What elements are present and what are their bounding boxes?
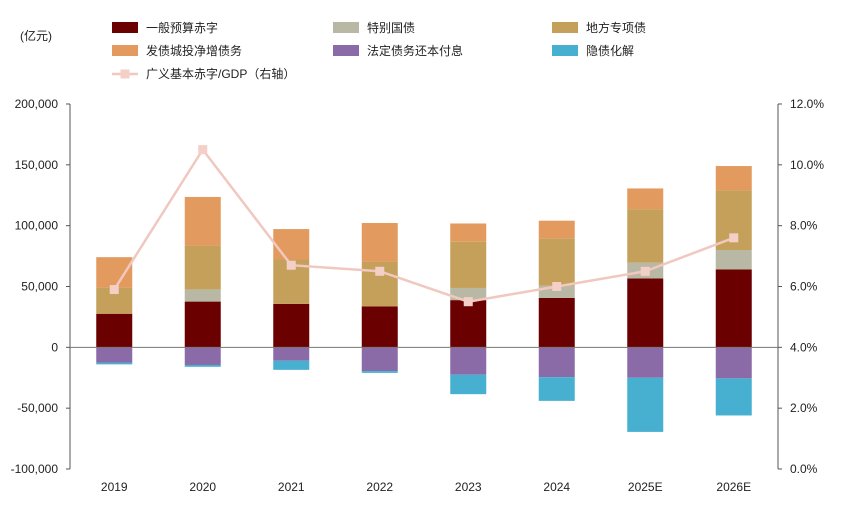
legend-swatch-3 bbox=[112, 45, 138, 56]
legend-label-1: 特别国债 bbox=[367, 20, 415, 35]
bar-2-5 bbox=[538, 238, 575, 286]
line-marker-7 bbox=[729, 233, 739, 243]
y-left-tick-label-4: 100,000 bbox=[15, 219, 59, 233]
legend-swatch-1 bbox=[333, 22, 359, 33]
unit-label: (亿元) bbox=[20, 28, 52, 43]
bar-0-4 bbox=[450, 300, 487, 348]
y-right-tick-label-0: 0.0% bbox=[790, 462, 818, 476]
bar-5-0 bbox=[96, 362, 133, 365]
y-right-tick-label-6: 12.0% bbox=[790, 97, 824, 111]
y-left-tick-label-6: 200,000 bbox=[15, 97, 59, 111]
x-tick-label-1: 2020 bbox=[189, 480, 216, 494]
y-right-tick-label-1: 2.0% bbox=[790, 401, 818, 415]
legend-swatch-4 bbox=[333, 45, 359, 56]
y-left-tick-label-1: -50,000 bbox=[17, 401, 58, 415]
bar-3-4 bbox=[450, 223, 487, 242]
legend-label-3: 发债城投净增债务 bbox=[146, 43, 242, 58]
legend-swatch-5 bbox=[552, 45, 578, 56]
bar-3-1 bbox=[184, 196, 221, 246]
bar-3-2 bbox=[273, 229, 310, 260]
legend-swatch-0 bbox=[112, 22, 138, 33]
bar-4-1 bbox=[184, 347, 221, 365]
bar-3-6 bbox=[627, 188, 664, 210]
bar-4-0 bbox=[96, 347, 133, 363]
bar-2-4 bbox=[450, 241, 487, 288]
bar-5-3 bbox=[361, 371, 398, 373]
bar-1-7 bbox=[715, 250, 752, 270]
axes: -100,000 -50,000 0 50,000 100,000 150,000 200,… bbox=[11, 97, 825, 494]
bar-1-4 bbox=[450, 287, 487, 301]
legend-swatch-2 bbox=[552, 22, 578, 33]
x-tick-label-4: 2023 bbox=[455, 480, 482, 494]
legend-label-2: 地方专项债 bbox=[586, 20, 646, 35]
x-tick-label-5: 2024 bbox=[543, 480, 570, 494]
line-marker-1 bbox=[198, 145, 208, 155]
bar-0-6 bbox=[627, 278, 664, 348]
bar-0-5 bbox=[538, 297, 575, 348]
bar-1-1 bbox=[184, 289, 221, 302]
bar-4-2 bbox=[273, 347, 310, 361]
bar-0-7 bbox=[715, 269, 752, 348]
bar-4-3 bbox=[361, 347, 398, 372]
bar-0-1 bbox=[184, 301, 221, 348]
legend-label-line: 广义基本赤字/GDP（右轴） bbox=[146, 66, 295, 81]
legend-label-4: 法定债务还本付息 bbox=[367, 43, 463, 58]
line-marker-5 bbox=[552, 282, 562, 291]
line-marker-3 bbox=[375, 266, 385, 276]
bar-2-6 bbox=[627, 209, 664, 263]
y-left-tick-label-5: 150,000 bbox=[15, 158, 59, 172]
y-right-tick-label-3: 6.0% bbox=[790, 280, 818, 294]
bar-5-2 bbox=[273, 360, 310, 370]
y-left-tick-label-2: 0 bbox=[51, 340, 58, 354]
bar-4-4 bbox=[450, 347, 487, 375]
y-right-tick-label-5: 10.0% bbox=[790, 158, 824, 172]
x-tick-label-7: 2026E bbox=[716, 480, 751, 494]
bar-3-3 bbox=[361, 222, 398, 262]
line-marker-2 bbox=[286, 260, 296, 270]
bar-5-5 bbox=[538, 377, 575, 401]
legend-label-0: 一般预算赤字 bbox=[146, 20, 218, 35]
y-right-tick-label-4: 8.0% bbox=[790, 219, 818, 233]
line-series-path bbox=[113, 147, 735, 303]
bar-5-6 bbox=[627, 377, 664, 432]
legend-label-5: 隐债化解 bbox=[586, 44, 634, 58]
bar-2-1 bbox=[184, 245, 221, 290]
line-marker-6 bbox=[640, 266, 650, 276]
y-right-tick-label-2: 4.0% bbox=[790, 340, 818, 354]
bar-0-2 bbox=[273, 303, 310, 348]
bar-0-0 bbox=[96, 313, 133, 348]
bar-4-5 bbox=[538, 347, 575, 378]
bar-3-7 bbox=[715, 166, 752, 191]
bar-3-5 bbox=[538, 220, 575, 239]
y-left-tick-label-3: 50,000 bbox=[21, 280, 58, 294]
legend-line-marker bbox=[120, 69, 130, 79]
bar-0-3 bbox=[361, 306, 398, 348]
bar-5-4 bbox=[450, 374, 487, 395]
bar-4-6 bbox=[627, 347, 664, 378]
x-tick-label-2: 2021 bbox=[278, 480, 305, 494]
bar-4-7 bbox=[715, 347, 752, 379]
bar-5-7 bbox=[715, 378, 752, 416]
x-tick-label-0: 2019 bbox=[101, 480, 128, 494]
plot-area bbox=[96, 145, 752, 432]
bar-5-1 bbox=[184, 364, 221, 367]
y-left-tick-label-0: -100,000 bbox=[11, 462, 59, 476]
line-marker-4 bbox=[463, 297, 473, 307]
bar-3-0 bbox=[96, 257, 133, 288]
x-tick-label-6: 2025E bbox=[628, 480, 663, 494]
x-tick-label-3: 2022 bbox=[366, 480, 393, 494]
line-marker-0 bbox=[109, 285, 119, 295]
